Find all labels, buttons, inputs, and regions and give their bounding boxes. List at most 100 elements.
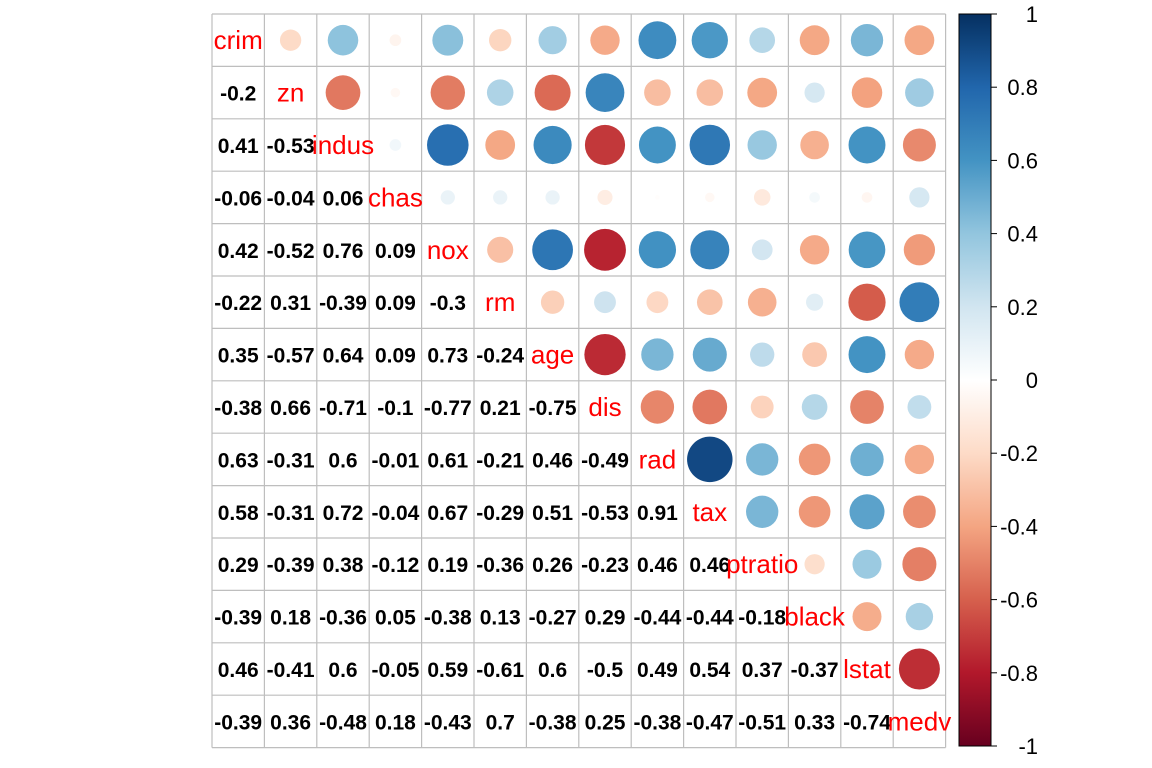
corr-value-tax-dis: -0.53: [581, 502, 629, 525]
corr-circle-chas-lstat: [861, 192, 873, 203]
corr-circle-zn-dis: [585, 73, 625, 112]
corr-value-rad-crim: 0.63: [218, 449, 259, 472]
corr-circle-black-lstat: [852, 602, 882, 632]
corr-circle-chas-rad: [655, 195, 660, 200]
corr-value-tax-zn: -0.31: [267, 502, 315, 525]
corr-value-lstat-nox: 0.59: [427, 659, 468, 682]
corr-circle-indus-lstat: [848, 126, 886, 164]
corr-value-black-indus: -0.36: [319, 607, 367, 630]
corr-circle-age-rad: [641, 338, 674, 371]
corr-value-dis-indus: -0.71: [319, 397, 367, 420]
corr-value-age-zn: -0.57: [267, 345, 315, 368]
corr-circle-crim-zn: [279, 29, 302, 51]
colorbar-tick-label: -0.6: [1000, 588, 1038, 613]
corr-circle-dis-tax: [692, 389, 728, 425]
corr-value-medv-rm: 0.7: [486, 711, 515, 734]
corr-circle-indus-medv: [902, 128, 936, 162]
corr-circle-tax-medv: [903, 495, 936, 529]
corr-value-black-rad: -0.44: [633, 607, 681, 630]
corr-value-rm-nox: -0.3: [430, 292, 466, 315]
matrix-grid: [211, 13, 947, 749]
corr-circle-crim-medv: [904, 25, 935, 56]
corr-circle-dis-rad: [640, 390, 675, 424]
diagonal-label-chas: chas: [368, 182, 423, 212]
corr-circle-chas-ptratio: [753, 189, 771, 206]
corr-value-rm-crim: -0.22: [214, 292, 262, 315]
corr-circle-rad-black: [798, 443, 831, 476]
corr-value-rad-rm: -0.21: [476, 449, 524, 472]
corr-value-black-chas: 0.05: [375, 607, 416, 630]
corr-value-dis-rm: 0.21: [480, 397, 521, 420]
corr-value-medv-ptratio: -0.51: [738, 711, 786, 734]
corr-value-rm-indus: -0.39: [319, 292, 367, 315]
corr-value-chas-crim: -0.06: [214, 187, 262, 210]
corr-value-medv-lstat: -0.74: [843, 711, 891, 734]
corr-circle-nox-ptratio: [751, 239, 773, 261]
corr-circle-chas-rm: [493, 190, 508, 205]
diagonal-label-rad: rad: [639, 444, 677, 474]
corr-value-ptratio-rad: 0.46: [637, 554, 678, 577]
corr-value-lstat-chas: -0.05: [371, 659, 419, 682]
corr-value-lstat-age: 0.6: [538, 659, 567, 682]
diagonal-label-medv: medv: [888, 706, 952, 736]
corr-value-rad-dis: -0.49: [581, 449, 629, 472]
corr-value-age-rm: -0.24: [476, 345, 524, 368]
corr-value-rad-age: 0.46: [532, 449, 573, 472]
corr-value-dis-crim: -0.38: [214, 397, 262, 420]
corr-value-tax-age: 0.51: [532, 502, 573, 525]
corr-circle-chas-tax: [705, 192, 715, 203]
corr-value-zn-crim: -0.2: [220, 83, 256, 106]
corr-value-black-tax: -0.44: [686, 607, 734, 630]
corr-value-age-nox: 0.73: [427, 345, 468, 368]
corr-circle-zn-rm: [486, 79, 514, 106]
corr-circle-zn-age: [534, 74, 571, 111]
corr-value-lstat-rad: 0.49: [637, 659, 678, 682]
corr-circle-zn-lstat: [851, 77, 883, 108]
corr-value-medv-age: -0.38: [529, 711, 577, 734]
corr-circle-dis-ptratio: [750, 395, 774, 419]
corr-circle-rm-dis: [594, 291, 616, 314]
corr-circle-tax-lstat: [849, 494, 885, 530]
corr-circle-crim-rm: [489, 29, 512, 52]
corr-value-black-rm: 0.13: [480, 607, 521, 630]
colorbar-tick-label: 0.6: [1007, 148, 1038, 173]
corr-circle-chas-age: [545, 190, 560, 205]
corr-value-medv-dis: 0.25: [585, 711, 626, 734]
corr-circle-zn-medv: [905, 78, 934, 107]
corr-value-medv-zn: 0.36: [270, 711, 311, 734]
colorbar-tick-label: -0.4: [1000, 514, 1038, 539]
corr-circle-ptratio-medv: [902, 547, 937, 582]
corr-value-ptratio-tax: 0.46: [689, 554, 730, 577]
corr-circle-rm-rad: [646, 291, 669, 314]
corr-value-tax-nox: 0.67: [427, 502, 468, 525]
corr-value-medv-rad: -0.38: [633, 711, 681, 734]
corr-value-nox-zn: -0.52: [267, 240, 315, 263]
corr-circle-rad-ptratio: [746, 443, 779, 476]
corr-circle-age-medv: [904, 339, 935, 370]
corr-value-age-chas: 0.09: [375, 345, 416, 368]
corr-circle-rm-ptratio: [747, 287, 777, 317]
corr-circle-nox-rad: [638, 231, 677, 269]
corr-value-dis-zn: 0.66: [270, 397, 311, 420]
diagonal-label-age: age: [531, 340, 574, 370]
corr-circle-chas-black: [809, 192, 820, 203]
corr-value-ptratio-rm: -0.36: [476, 554, 524, 577]
diagonal-label-ptratio: ptratio: [726, 549, 798, 579]
corr-circle-indus-rad: [638, 126, 676, 164]
colorbar-tick-label: 0.2: [1007, 295, 1038, 320]
corr-circle-zn-black: [804, 82, 825, 103]
corr-circle-zn-indus: [325, 75, 361, 110]
corr-circle-rm-tax: [696, 289, 723, 316]
corr-value-nox-indus: 0.76: [323, 240, 364, 263]
corr-circle-nox-age: [532, 229, 573, 271]
corr-circle-rm-lstat: [848, 283, 886, 321]
corr-circle-nox-black: [799, 235, 830, 265]
corr-circle-black-medv: [905, 602, 934, 631]
corr-circle-indus-chas: [389, 139, 402, 151]
corr-circle-tax-black: [798, 495, 831, 528]
colorbar-gradient: [958, 13, 992, 747]
corr-value-indus-zn: -0.53: [267, 135, 315, 158]
corr-value-medv-black: 0.33: [794, 711, 835, 734]
